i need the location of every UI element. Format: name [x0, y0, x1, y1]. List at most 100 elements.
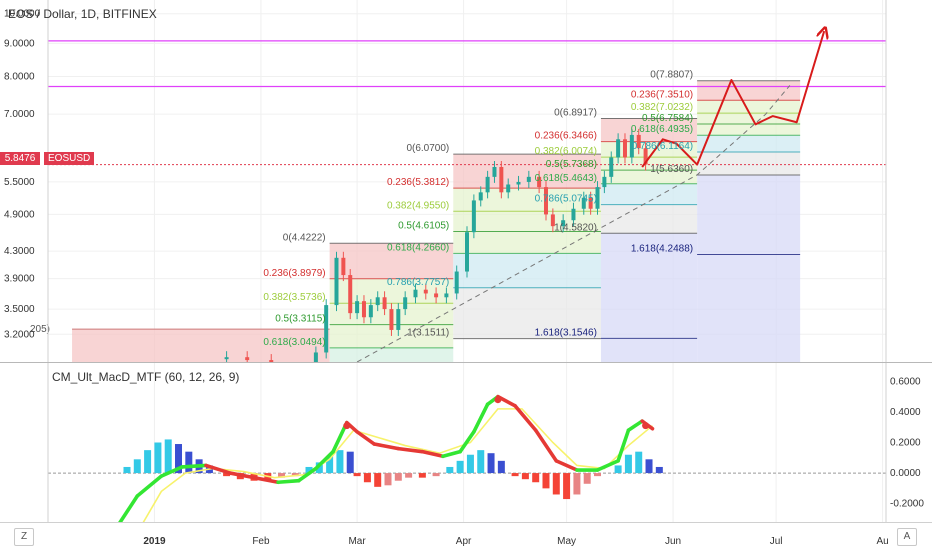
candle-body — [550, 214, 555, 227]
histogram-bar — [223, 473, 231, 477]
fib-label: 0.382(4.9550) — [387, 200, 449, 211]
candle-body — [571, 208, 576, 221]
x-tick-label: Mar — [348, 536, 366, 547]
histogram-bar — [624, 454, 632, 474]
auto-scale-button[interactable]: A — [897, 528, 917, 546]
candle-body — [245, 357, 250, 361]
macd-segment — [180, 463, 208, 469]
histogram-bar — [346, 451, 354, 474]
macd-segment — [314, 449, 335, 471]
fib-label: 0.382(6.0074) — [535, 146, 597, 157]
histogram-bar — [326, 456, 334, 474]
fib-label: 1.618(3.1546) — [535, 327, 597, 338]
histogram-bar — [394, 473, 402, 481]
candle-body — [629, 134, 634, 158]
candle-body — [588, 197, 593, 209]
candle-body — [499, 166, 504, 193]
y-tick-label: 7.0000 — [4, 109, 35, 120]
fib-label: 0(4.4222) — [283, 232, 326, 243]
candle-body — [293, 382, 297, 427]
histogram-bar — [405, 473, 413, 478]
macd-segment — [420, 449, 445, 459]
candle-body — [622, 139, 627, 158]
candle-body — [423, 289, 428, 294]
macd-segment — [204, 463, 232, 475]
histogram-bar — [466, 454, 474, 474]
fib-zone — [697, 175, 801, 362]
histogram-bar — [614, 465, 622, 474]
y-tick-label: 3.2000 — [4, 329, 35, 340]
fib-label: 0.618(3.0494) — [263, 337, 325, 348]
fib-label: 0.236(6.3466) — [535, 131, 597, 142]
histogram-bar — [477, 450, 485, 474]
x-tick-label: Jun — [665, 536, 681, 547]
candle-body — [471, 200, 476, 233]
histogram-bar — [456, 460, 464, 474]
fib-label: 0.5(6.7584) — [642, 113, 693, 124]
candle-body — [368, 305, 373, 318]
histogram-bar — [487, 453, 495, 474]
x-tick-label: Au — [876, 536, 888, 547]
fib-label: 0.5(5.7368) — [546, 159, 597, 170]
fib-label: 1(5.6360) — [650, 164, 693, 175]
candle-body — [361, 301, 366, 318]
indicator-y-tick-label: 0.0000 — [890, 468, 921, 479]
candle-body — [643, 148, 648, 165]
y-tick-label: 3.5000 — [4, 304, 35, 315]
timezone-button[interactable]: Z — [14, 528, 34, 546]
histogram-bar — [133, 459, 141, 474]
y-tick-label: 10.0000 — [4, 9, 41, 20]
histogram-bar — [542, 473, 550, 489]
indicator-y-tick-label: 0.2000 — [890, 438, 921, 449]
histogram-bar — [446, 466, 454, 474]
fib-label: 0.236(5.3812) — [387, 177, 449, 188]
y-tick-label: 5.5000 — [4, 177, 35, 188]
y-tick-label: 9.0000 — [4, 38, 35, 49]
histogram-bar — [164, 439, 172, 474]
last-price-tag: 5.8476 — [0, 152, 40, 165]
histogram-bar — [336, 450, 344, 474]
histogram-bar — [353, 473, 361, 477]
histogram-bar — [635, 451, 643, 474]
macd-segment — [276, 478, 301, 485]
fib-label: 1(3.1511) — [407, 328, 449, 339]
fib-label: 0(6.8917) — [554, 107, 597, 118]
fib-label: 0.236(7.3510) — [631, 89, 693, 100]
fib-label: 0.5(4.6105) — [398, 221, 449, 232]
histogram-bar — [552, 473, 560, 495]
macd-segment — [355, 429, 377, 446]
fib-label: 0(6.0700) — [406, 143, 449, 154]
candle-body — [506, 184, 511, 193]
candle-body — [313, 352, 318, 362]
histogram-bar — [432, 473, 440, 477]
candle-body — [602, 176, 607, 188]
macd-segment — [252, 475, 280, 485]
histogram-bar — [154, 442, 162, 474]
y-tick-label: 8.0000 — [4, 72, 35, 83]
macd-segment — [513, 404, 538, 433]
y-tick-label: 4.3000 — [4, 246, 35, 257]
fib-label: 0.5(3.3115) — [275, 314, 325, 325]
indicator-y-tick-label: -0.2000 — [890, 499, 924, 510]
macd-segment — [396, 446, 425, 454]
fib-label: 0.236(3.8979) — [263, 268, 325, 279]
price-pane-title: EOS / Dollar, 1D, BITFINEX — [8, 7, 157, 21]
projection-path — [641, 31, 824, 168]
histogram-bar — [144, 450, 152, 474]
fib-zone — [697, 135, 801, 153]
histogram-bar — [594, 473, 602, 477]
y-tick-label: 4.9000 — [4, 209, 35, 220]
fib-zone — [453, 188, 601, 254]
histogram-bar — [175, 444, 183, 474]
histogram-bar — [363, 473, 371, 483]
candle-body — [478, 192, 483, 201]
candle-body — [465, 232, 469, 272]
fib-label: 0.618(4.2660) — [387, 242, 449, 253]
candle-body — [581, 197, 586, 209]
histogram-bar — [278, 473, 286, 478]
macd-segment — [626, 419, 644, 433]
candle-body — [269, 360, 274, 362]
candle-body — [561, 220, 566, 227]
